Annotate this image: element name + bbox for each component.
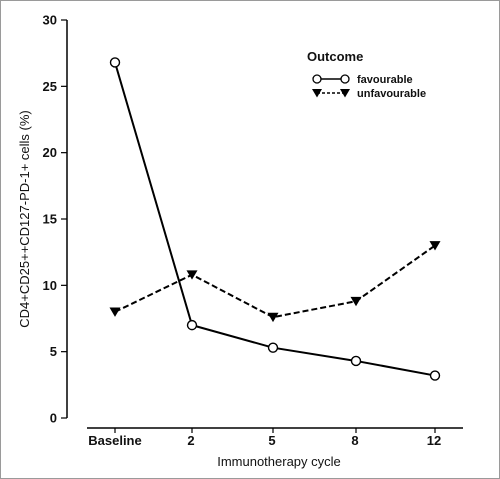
y-tick-label: 20 bbox=[43, 145, 57, 160]
legend-label: favourable bbox=[357, 74, 413, 86]
data-point bbox=[186, 270, 198, 280]
y-tick-label: 0 bbox=[50, 411, 57, 426]
data-point bbox=[429, 370, 441, 381]
legend-entry: unfavourable bbox=[312, 88, 426, 100]
y-tick-label: 5 bbox=[50, 344, 57, 359]
legend-marker bbox=[312, 89, 322, 98]
y-tick-label: 25 bbox=[43, 79, 57, 94]
data-point bbox=[186, 319, 198, 331]
x-tick-label: 2 bbox=[187, 433, 194, 448]
series-line bbox=[114, 62, 436, 377]
y-tick-label: 15 bbox=[43, 212, 57, 227]
data-point bbox=[109, 307, 121, 317]
series-unfavourable bbox=[109, 241, 441, 323]
data-point bbox=[267, 312, 279, 323]
data-point bbox=[429, 241, 441, 251]
legend-title: Outcome bbox=[307, 49, 363, 64]
legend-marker bbox=[312, 74, 322, 84]
series-layer bbox=[109, 57, 441, 381]
series-favourable bbox=[109, 57, 441, 381]
x-tick-label: 12 bbox=[427, 433, 441, 448]
legend-marker bbox=[340, 74, 350, 84]
y-axis-ticks: 0 5 10 15 20 25 30 bbox=[43, 13, 67, 426]
data-point bbox=[267, 342, 279, 353]
legend-marker bbox=[340, 89, 350, 98]
y-axis-title: CD4+CD25++CD127-PD-1+ cells (%) bbox=[17, 110, 32, 327]
x-tick-label: 8 bbox=[351, 433, 358, 448]
x-tick-label: Baseline bbox=[88, 433, 141, 448]
x-axis-ticks: Baseline 2 5 8 12 bbox=[88, 428, 441, 448]
data-point bbox=[350, 355, 362, 367]
data-point bbox=[109, 57, 121, 68]
x-tick-label: 5 bbox=[268, 433, 275, 448]
y-tick-label: 10 bbox=[43, 278, 57, 293]
data-point bbox=[350, 296, 362, 307]
y-tick-label: 30 bbox=[43, 13, 57, 28]
legend-entry: favourable bbox=[312, 74, 413, 86]
series-line bbox=[114, 244, 436, 319]
x-axis-title: Immunotherapy cycle bbox=[217, 454, 341, 469]
legend-label: unfavourable bbox=[357, 88, 426, 100]
legend: Outcome favourable unfavourable bbox=[307, 49, 426, 100]
